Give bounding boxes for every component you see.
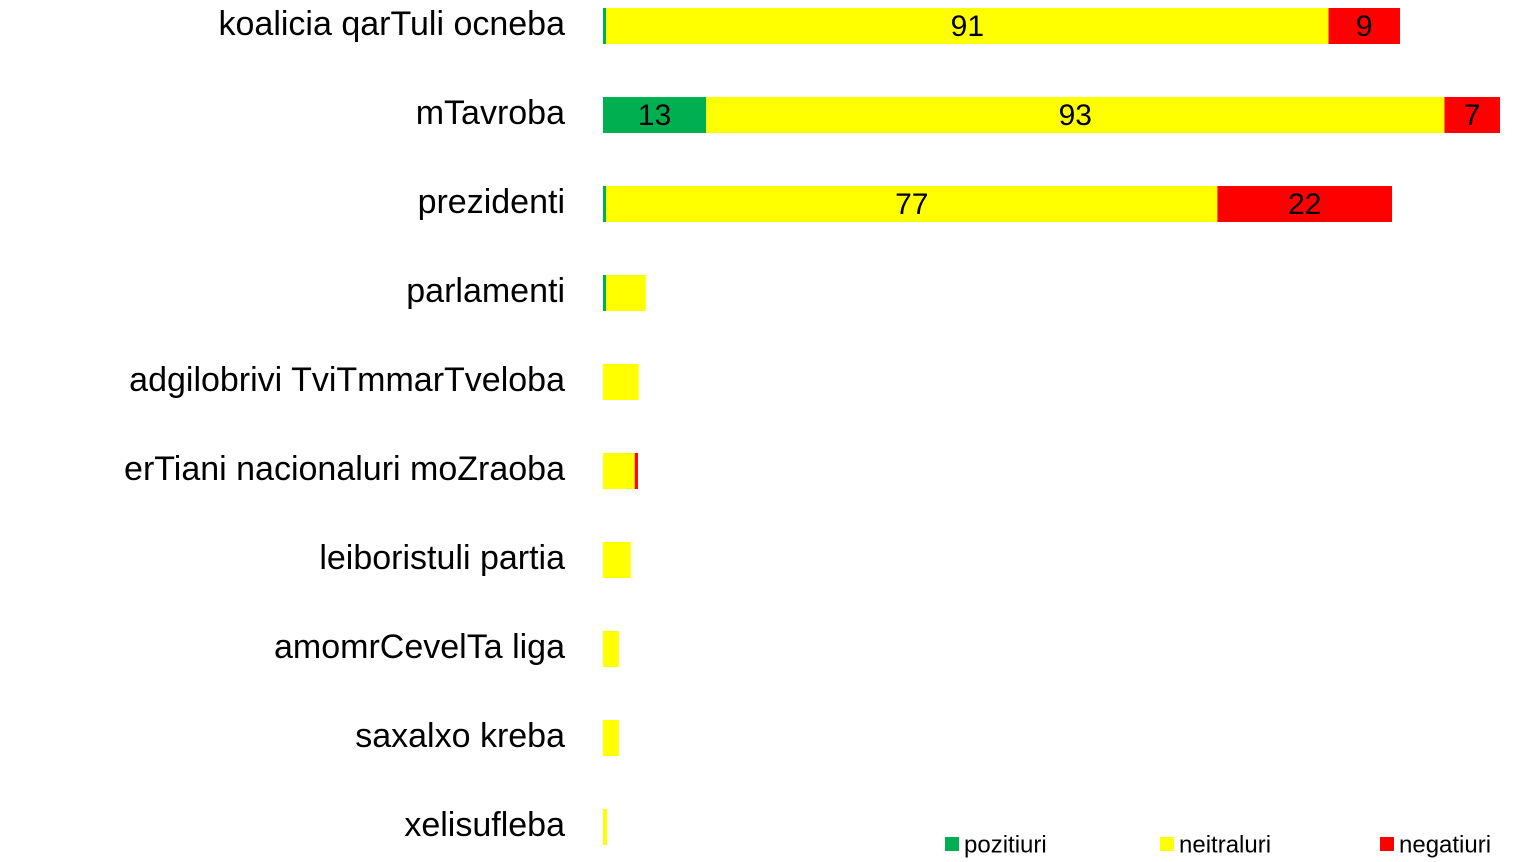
bar-segment: [706, 97, 1445, 133]
category-label: leiboristuli partia: [319, 539, 565, 577]
data-label: 77: [895, 188, 928, 221]
category-label: amomrCevelTa liga: [274, 628, 565, 666]
bar-segment: [1444, 97, 1500, 133]
category-label: xelisufleba: [404, 806, 565, 844]
bar-segment: [603, 809, 607, 845]
legend-label: negatiuri: [1399, 831, 1491, 858]
bar-segment: [603, 364, 639, 400]
bar-segment: [606, 8, 1329, 44]
category-label: adgilobrivi TviTmmarTveloba: [129, 361, 565, 399]
category-label: prezidenti: [418, 183, 565, 221]
bar-segment: [606, 275, 646, 311]
data-label: 7: [1464, 99, 1481, 132]
bar-segment: [603, 97, 707, 133]
category-label: saxalxo kreba: [355, 717, 565, 755]
legend-swatch: [945, 837, 959, 851]
bar-segment: [603, 275, 607, 311]
data-label: 9: [1356, 10, 1373, 43]
legend-label: pozitiuri: [964, 831, 1047, 858]
category-label: erTiani nacionaluri moZraoba: [124, 450, 565, 488]
data-label: 91: [951, 10, 984, 43]
bar-segment: [603, 453, 635, 489]
bar-segment: [1328, 8, 1400, 44]
bar-segment: [603, 186, 607, 222]
data-label: 22: [1288, 188, 1321, 221]
bar-segment: [634, 453, 638, 489]
bar-segment: [603, 8, 607, 44]
bar-segment: [603, 542, 631, 578]
legend-swatch: [1380, 837, 1394, 851]
data-label: 13: [638, 99, 671, 132]
bar-segment: [606, 186, 1218, 222]
data-label: 93: [1059, 99, 1092, 132]
bar-segment: [1217, 186, 1393, 222]
category-label: mTavroba: [416, 94, 565, 132]
category-label: koalicia qarTuli ocneba: [219, 5, 566, 43]
category-label: parlamenti: [406, 272, 565, 310]
legend-label: neitraluri: [1179, 831, 1271, 858]
bar-segment: [603, 631, 619, 667]
bar-segment: [603, 720, 619, 756]
legend-swatch: [1160, 837, 1174, 851]
